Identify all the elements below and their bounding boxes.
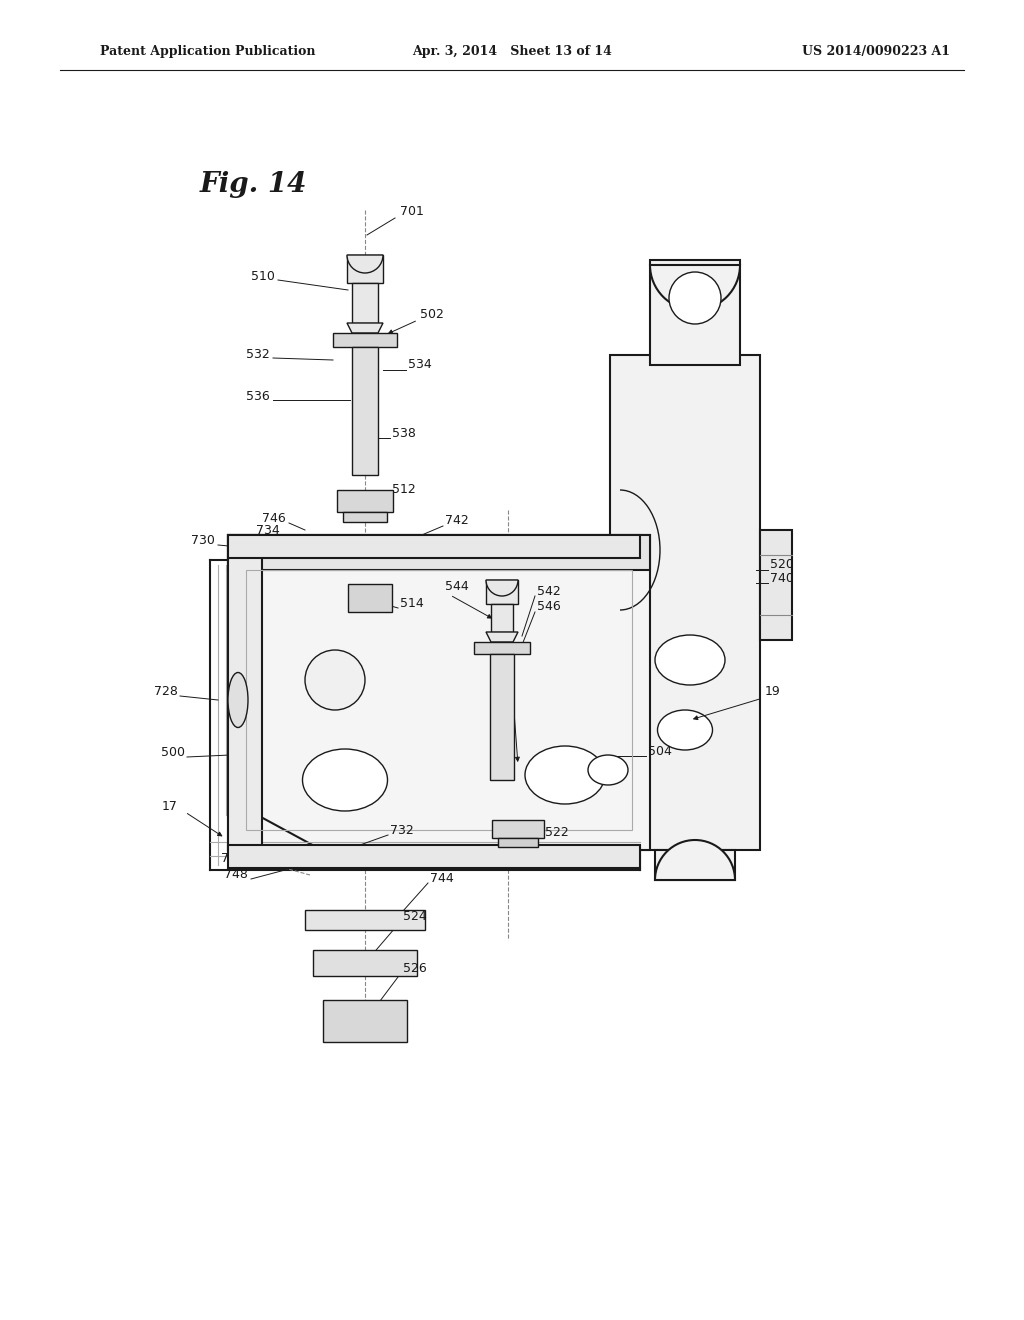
- Bar: [333, 333, 397, 347]
- Text: 748: 748: [224, 869, 248, 880]
- Bar: [490, 653, 514, 780]
- Bar: [305, 909, 425, 931]
- Text: 512: 512: [392, 483, 416, 496]
- Text: US 2014/0090223 A1: US 2014/0090223 A1: [802, 45, 950, 58]
- Circle shape: [305, 649, 365, 710]
- Text: 504: 504: [648, 744, 672, 758]
- Text: 536: 536: [246, 389, 270, 403]
- Text: 17: 17: [162, 800, 178, 813]
- Text: 19: 19: [765, 685, 780, 698]
- Text: 736: 736: [221, 851, 245, 865]
- Text: 542: 542: [537, 585, 561, 598]
- Bar: [650, 260, 740, 366]
- Bar: [313, 950, 417, 975]
- Bar: [228, 535, 650, 850]
- Bar: [760, 531, 792, 640]
- Text: Patent Application Publication: Patent Application Publication: [100, 45, 315, 58]
- Text: 510: 510: [251, 271, 275, 282]
- Bar: [348, 583, 392, 612]
- Text: 526: 526: [403, 962, 427, 975]
- Wedge shape: [486, 579, 518, 597]
- Circle shape: [669, 272, 721, 323]
- Bar: [352, 282, 378, 323]
- Text: Apr. 3, 2014   Sheet 13 of 14: Apr. 3, 2014 Sheet 13 of 14: [412, 45, 612, 58]
- Bar: [492, 820, 544, 838]
- Text: 732: 732: [390, 824, 414, 837]
- Bar: [474, 642, 530, 653]
- Wedge shape: [347, 255, 383, 273]
- Ellipse shape: [302, 748, 387, 810]
- Text: 548: 548: [488, 645, 512, 657]
- Bar: [655, 850, 735, 880]
- Bar: [498, 838, 538, 847]
- Text: 734: 734: [256, 524, 280, 537]
- Bar: [228, 845, 640, 869]
- Text: 546: 546: [537, 601, 561, 612]
- Text: 538: 538: [392, 426, 416, 440]
- Bar: [323, 1001, 407, 1041]
- Wedge shape: [655, 840, 735, 880]
- Bar: [228, 535, 640, 558]
- Text: 502: 502: [420, 308, 443, 321]
- Bar: [343, 512, 387, 521]
- Text: 524: 524: [403, 909, 427, 923]
- Text: 534: 534: [408, 358, 432, 371]
- Bar: [610, 355, 760, 850]
- Text: 730: 730: [191, 535, 215, 546]
- Ellipse shape: [655, 635, 725, 685]
- Wedge shape: [650, 265, 740, 310]
- Text: 522: 522: [545, 826, 568, 840]
- Text: 520: 520: [770, 558, 794, 572]
- Ellipse shape: [588, 755, 628, 785]
- Text: Fig. 14: Fig. 14: [200, 172, 307, 198]
- Text: 514: 514: [400, 597, 424, 610]
- Ellipse shape: [525, 746, 605, 804]
- Bar: [337, 490, 393, 512]
- Text: 742: 742: [445, 513, 469, 527]
- Polygon shape: [486, 632, 518, 642]
- Text: 532: 532: [246, 348, 270, 360]
- Bar: [486, 579, 518, 605]
- Text: 544: 544: [445, 579, 469, 593]
- Text: 744: 744: [430, 873, 454, 884]
- Text: 740: 740: [770, 572, 794, 585]
- Bar: [228, 535, 650, 570]
- Text: 728: 728: [155, 685, 178, 698]
- Bar: [490, 605, 513, 632]
- Bar: [352, 347, 378, 475]
- Ellipse shape: [228, 672, 248, 727]
- Text: 500: 500: [161, 746, 185, 759]
- Bar: [228, 535, 262, 850]
- Bar: [347, 255, 383, 282]
- Ellipse shape: [657, 710, 713, 750]
- Text: 746: 746: [262, 512, 286, 525]
- Bar: [246, 570, 632, 830]
- Text: 701: 701: [400, 205, 424, 218]
- Polygon shape: [347, 323, 383, 333]
